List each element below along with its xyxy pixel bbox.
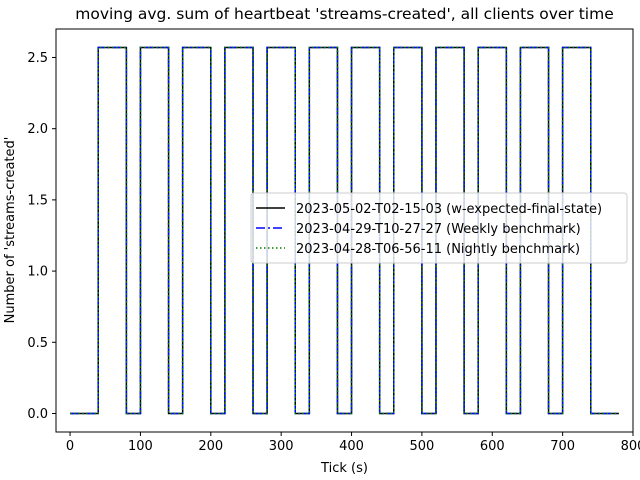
legend-label-1: 2023-04-29-T10-27-27 (Weekly benchmark) [296, 222, 581, 237]
y-tick-label: 2.5 [27, 51, 48, 66]
y-tick-label: 2.0 [27, 122, 48, 137]
legend-label-2: 2023-04-28-T06-56-11 (Nightly benchmark) [296, 242, 580, 257]
y-tick-label: 0.5 [27, 336, 48, 351]
x-tick-label: 700 [550, 439, 575, 454]
x-tick-label: 800 [621, 439, 640, 454]
x-tick-label: 100 [128, 439, 153, 454]
x-tick-label: 600 [480, 439, 505, 454]
legend: 2023-05-02-T02-15-03 (w-expected-final-s… [250, 192, 628, 264]
x-axis: 0 100 200 300 400 500 600 700 800 [66, 432, 640, 454]
x-tick-label: 300 [269, 439, 294, 454]
y-tick-label: 1.5 [27, 193, 48, 208]
plot-lines [70, 46, 619, 415]
chart-title: moving avg. sum of heartbeat 'streams-cr… [75, 5, 614, 23]
y-axis: 0.0 0.5 1.0 1.5 2.0 2.5 [27, 51, 56, 422]
x-tick-label: 200 [198, 439, 223, 454]
x-tick-label: 0 [66, 439, 74, 454]
series-line-2 [70, 46, 619, 415]
legend-label-0: 2023-05-02-T02-15-03 (w-expected-final-s… [296, 202, 602, 217]
y-axis-label: Number of 'streams-created' [3, 137, 18, 324]
y-tick-label: 0.0 [27, 407, 48, 422]
plot-frame [55, 28, 634, 433]
legend-box [250, 192, 628, 264]
x-tick-label: 400 [339, 439, 364, 454]
y-tick-label: 1.0 [27, 265, 48, 280]
x-axis-label: Tick (s) [320, 461, 368, 476]
x-tick-label: 500 [409, 439, 434, 454]
